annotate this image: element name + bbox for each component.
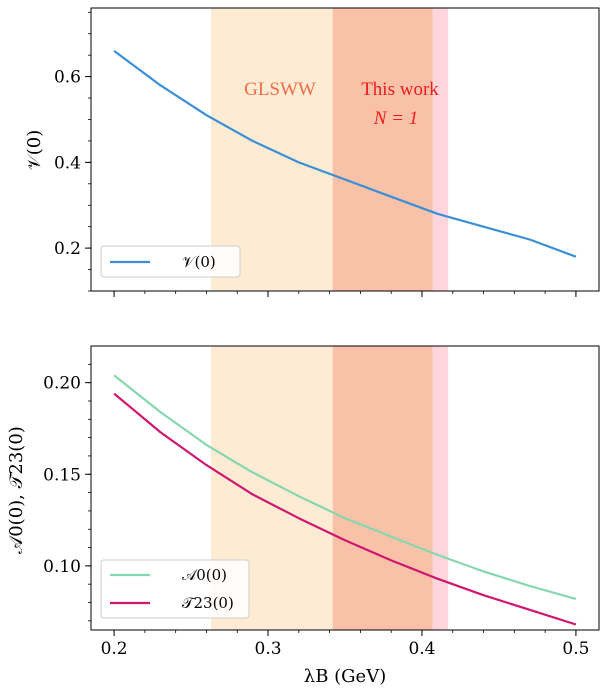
x-tick-label: 0.5 [562, 639, 589, 659]
top-y-tick-label: 0.4 [54, 153, 81, 173]
legend-label-a0: 𝒜0(0) [182, 566, 227, 584]
bottom-panel-ticks: 0.2 0.3 0.4 0.5 0.10 0.15 0.20 [43, 363, 589, 659]
bottom-y-tick-label: 0.20 [43, 374, 81, 394]
top-panel: GLSWW This work N = 1 0.2 0.4 0.6 𝒱(0) 𝒱(0… [24, 7, 600, 297]
top-y-tick-label: 0.2 [54, 239, 81, 259]
bottom-y-axis-label: 𝒜0(0), 𝒯23(0) [6, 426, 27, 554]
top-y-tick-label: 0.6 [54, 68, 81, 88]
top-panel-series [113, 50, 577, 258]
top-panel-ticks: 0.2 0.4 0.6 [54, 11, 577, 297]
legend-label-t23: 𝒯23(0) [182, 594, 234, 612]
top-legend-box [100, 245, 241, 278]
bottom-y-tick-label: 0.10 [43, 557, 81, 577]
series-line-v0 [113, 50, 577, 258]
bottom-band-this-work-edge [432, 346, 449, 630]
bottom-panel-frame [90, 345, 600, 631]
bottom-band-this-work [332, 346, 433, 630]
top-panel-frame [90, 7, 600, 292]
top-panel-bands [211, 8, 449, 291]
top-legend: 𝒱(0) [100, 245, 241, 278]
bottom-y-tick-label: 0.15 [43, 465, 81, 485]
top-y-axis-label: 𝒱(0) [24, 130, 45, 171]
x-tick-label: 0.4 [408, 639, 435, 659]
x-tick-label: 0.3 [255, 639, 282, 659]
top-band-this-work [332, 8, 433, 291]
legend-label-v0: 𝒱(0) [182, 253, 216, 271]
series-line-t23 [113, 392, 577, 626]
x-tick-label: 0.2 [101, 639, 128, 659]
glsww-label: GLSWW [244, 79, 316, 100]
bottom-panel-series [113, 374, 577, 626]
x-axis-label: λB (GeV) [304, 666, 386, 687]
bottom-legend: 𝒜0(0) 𝒯23(0) [100, 559, 250, 619]
top-band-this-work-edge [432, 8, 449, 291]
n-label: N = 1 [373, 108, 419, 129]
this-work-label: This work [361, 79, 439, 100]
bottom-panel: 0.2 0.3 0.4 0.5 0.10 0.15 0.20 𝒜0(0), 𝒯23(0) λ… [6, 345, 600, 687]
series-line-a0 [113, 374, 577, 600]
